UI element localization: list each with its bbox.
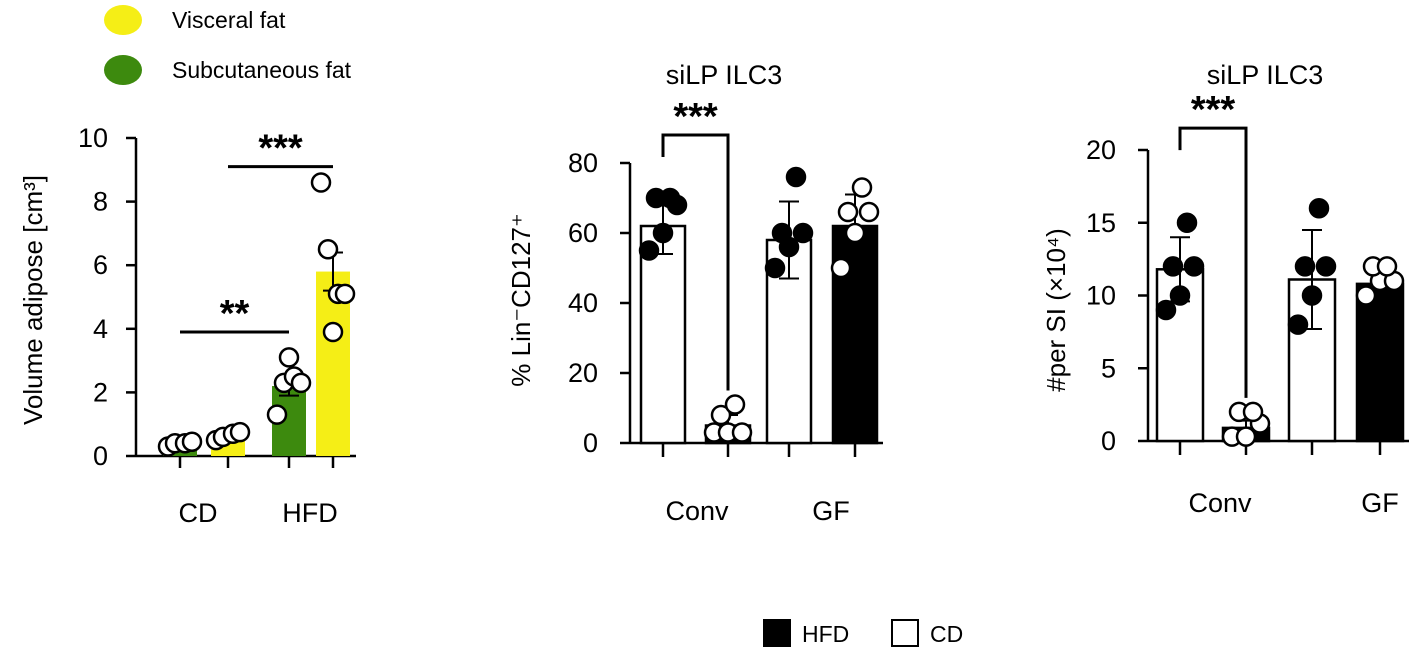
category-label-pct: GF [812, 496, 850, 526]
y-tick-label-count: 20 [1086, 135, 1116, 165]
data-point-pct [659, 187, 681, 209]
category-label-adipose: HFD [282, 498, 338, 528]
data-point-pct [638, 240, 660, 261]
significance-label-adipose: ** [220, 293, 250, 335]
y-tick-label-adipose: 6 [93, 250, 108, 280]
significance-label-adipose: *** [258, 128, 303, 170]
y-axis-title-count: #per SI (×10⁴) [1041, 228, 1071, 392]
y-tick-label-adipose: 0 [93, 441, 108, 471]
y-tick-label-adipose: 8 [93, 187, 108, 217]
significance-bracket-count [1178, 126, 1248, 398]
bar-count-3 [1355, 282, 1405, 443]
data-point-count [1176, 212, 1198, 233]
data-point-pct [771, 222, 793, 244]
data-point-pct [858, 201, 880, 223]
data-point-pct [830, 257, 852, 279]
data-point-count [1183, 256, 1205, 277]
data-point-count [1287, 314, 1309, 335]
significance-bracket-pct [661, 133, 730, 391]
data-point-adipose [266, 404, 288, 425]
data-point-adipose [310, 172, 332, 193]
bar-count-0 [1155, 268, 1205, 443]
legend-label-adipose: Subcutaneous fat [172, 57, 352, 83]
data-point-pct [792, 222, 814, 244]
legend-swatch-cd [891, 619, 919, 647]
data-point-pct [785, 166, 807, 188]
y-tick-label-count: 15 [1086, 208, 1116, 238]
data-point-pct [731, 422, 753, 443]
legend-swatch-adipose [104, 55, 142, 85]
data-point-count [1155, 299, 1177, 321]
legend-label-hfd: HFD [802, 621, 849, 647]
data-point-pct [851, 177, 873, 198]
chart-title-count: siLP ILC3 [1207, 60, 1324, 90]
legend-label-cd: CD [930, 621, 963, 647]
data-point-adipose [229, 421, 251, 443]
data-point-count [1294, 256, 1316, 277]
data-point-count [1355, 285, 1377, 306]
data-point-count [1169, 285, 1191, 306]
y-tick-label-pct: 20 [568, 358, 598, 388]
data-point-adipose [334, 283, 356, 305]
y-tick-label-pct: 0 [583, 428, 598, 458]
data-point-count [1376, 256, 1398, 277]
legend-swatch-hfd [763, 619, 791, 647]
y-tick-label-adipose: 2 [93, 377, 108, 407]
category-label-adipose: CD [179, 498, 218, 528]
legend-swatch-adipose [104, 5, 142, 35]
category-label-count: GF [1361, 488, 1399, 518]
data-point-adipose [317, 239, 339, 260]
data-point-count [1235, 426, 1257, 447]
data-point-pct [844, 222, 866, 244]
data-point-count [1162, 256, 1184, 277]
y-tick-label-count: 5 [1101, 353, 1116, 383]
significance-label-pct: *** [673, 96, 718, 138]
data-point-pct [652, 222, 674, 244]
data-point-pct [764, 257, 786, 279]
y-axis-title-adipose: Volume adipose [cm³] [18, 175, 48, 425]
y-tick-label-count: 0 [1101, 426, 1116, 456]
legend-label-adipose: Visceral fat [172, 7, 286, 33]
data-point-adipose [322, 321, 344, 343]
y-tick-label-adipose: 4 [93, 314, 108, 344]
chart-title-pct: siLP ILC3 [666, 60, 783, 90]
data-point-pct [837, 201, 859, 223]
data-point-adipose [290, 372, 312, 394]
data-point-pct [710, 404, 732, 426]
y-tick-label-count: 10 [1086, 281, 1116, 311]
y-tick-label-adipose: 10 [78, 123, 108, 153]
data-point-count [1315, 256, 1337, 277]
data-point-adipose [278, 347, 300, 368]
y-tick-label-pct: 60 [568, 218, 598, 248]
data-point-count [1242, 401, 1264, 423]
data-point-count [1308, 197, 1330, 219]
y-tick-label-pct: 40 [568, 288, 598, 318]
significance-label-count: *** [1191, 89, 1236, 131]
data-point-count [1301, 285, 1323, 306]
bar-pct-0 [639, 224, 687, 445]
data-point-pct [724, 394, 746, 415]
y-axis-title-pct: % Lin⁻CD127⁺ [506, 213, 536, 386]
y-tick-label-pct: 80 [568, 148, 598, 178]
data-point-adipose [181, 431, 203, 452]
category-label-count: Conv [1188, 488, 1252, 518]
category-label-pct: Conv [665, 496, 729, 526]
